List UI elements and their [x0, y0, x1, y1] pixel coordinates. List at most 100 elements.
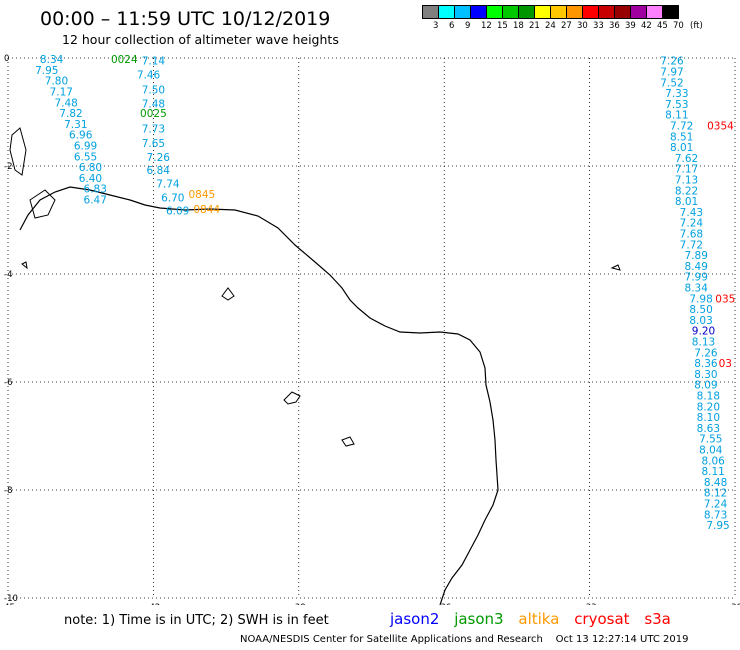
satellite-legend: jason2 jason3 altika cryosat s3a	[390, 610, 681, 628]
island-small-5	[21, 261, 28, 270]
colorbar-label: 3	[433, 21, 439, 31]
swh-value: 8.06	[701, 455, 725, 467]
swh-value: 7.95	[35, 65, 58, 77]
swh-value: 8.11	[701, 466, 724, 478]
colorbar-label: 33	[593, 21, 604, 31]
colorbar-label: 27	[561, 21, 572, 31]
swh-value: 7.26	[660, 56, 684, 68]
pass-time-label: 035	[715, 293, 735, 305]
colorbar-label: 70	[673, 21, 684, 31]
colorbar-label: 39	[625, 21, 636, 31]
colorbar-label: 9	[465, 21, 471, 31]
x-tick-label: -36	[437, 603, 451, 605]
legend-cryosat: cryosat	[574, 610, 630, 628]
swh-value: 7.46	[137, 70, 161, 82]
swh-value: 8.03	[689, 315, 712, 327]
swh-value: 7.26	[147, 152, 171, 164]
legend-s3a: s3a	[644, 610, 671, 628]
colorbar-label: 12	[481, 21, 492, 31]
swh-value: 6.09	[166, 205, 189, 217]
swh-value: 7.80	[45, 76, 68, 88]
swh-value: 8.20	[697, 401, 720, 413]
island-small-4	[610, 264, 621, 271]
brazil-coastline	[19, 186, 499, 605]
x-tick-label: -33	[583, 603, 597, 605]
swh-value: 7.33	[665, 88, 688, 100]
swh-value: 9.20	[692, 326, 715, 338]
swh-value: 8.13	[692, 337, 715, 349]
pass-time-label: 0845	[188, 189, 215, 201]
y-tick-label: -2	[4, 162, 12, 172]
x-tick-label: -39	[292, 603, 306, 605]
swh-value: 6.40	[79, 173, 102, 185]
swh-value: 7.24	[704, 499, 728, 511]
y-tick-label: -6	[4, 378, 12, 388]
pass-time-label: 0024	[111, 54, 138, 66]
swh-value: 7.48	[54, 97, 77, 109]
y-tick-label: -10	[4, 594, 18, 604]
map-subtitle: 12 hour collection of altimeter wave hei…	[62, 32, 339, 47]
swh-value: 8.11	[665, 110, 688, 122]
swh-value: 7.62	[675, 153, 698, 165]
coastal-islands	[29, 189, 56, 219]
colorbar-label: 36	[609, 21, 620, 31]
swh-value: 6.83	[84, 184, 107, 196]
swh-value: 7.95	[706, 520, 729, 532]
map-title: 00:00 – 11:59 UTC 10/12/2019	[40, 8, 331, 30]
colorbar-label: 18	[513, 21, 524, 31]
pass-time-label: 0354	[707, 121, 734, 133]
island-small-2	[283, 391, 301, 405]
swh-value: 8.34	[40, 54, 64, 66]
marajo-island	[9, 127, 27, 176]
swh-value: 6.84	[147, 165, 171, 177]
swh-value: 6.47	[84, 194, 107, 206]
swh-value: 7.14	[142, 56, 166, 68]
swh-value: 7.82	[59, 108, 82, 120]
colorbar-label: 6	[449, 21, 455, 31]
swh-value: 7.97	[660, 67, 683, 79]
swh-value: 7.73	[142, 124, 165, 136]
swh-value: 6.80	[79, 162, 102, 174]
pass-time-label: 03	[719, 358, 732, 370]
swh-value: 7.24	[680, 218, 704, 230]
swh-value: 7.48	[142, 98, 165, 110]
swh-value: 8.63	[697, 423, 720, 435]
swh-value: 7.74	[156, 178, 180, 190]
legend-altika: altika	[518, 610, 560, 628]
altimeter-map: -45-42-39-36-33-300-2-4-6-8-10 8.347.957…	[1, 54, 740, 605]
pass-time-labels: 0024 0025 0845 0844 0354 035 03	[111, 54, 735, 370]
y-tick-label: 0	[4, 54, 9, 64]
swh-value: 7.31	[64, 119, 87, 131]
colorbar-label: 30	[577, 21, 588, 31]
swh-value: 7.52	[660, 77, 683, 89]
footer-note: note: 1) Time is in UTC; 2) SWH is in fe…	[64, 613, 329, 628]
x-tick-label: -42	[146, 603, 160, 605]
swh-value: 7.99	[685, 272, 708, 284]
swh-value: 6.70	[161, 192, 184, 204]
swh-value: 8.36	[694, 358, 718, 370]
colorbar-swatch	[662, 5, 679, 19]
pass-time-label: 0025	[140, 108, 167, 120]
swh-value: 8.73	[704, 509, 727, 521]
swh-value: 8.30	[694, 369, 717, 381]
swh-value: 7.98	[689, 293, 712, 305]
swh-value: 7.68	[680, 229, 703, 241]
swh-value: 8.34	[685, 283, 709, 295]
pass-time-label: 0844	[193, 204, 220, 216]
swh-value: 6.99	[74, 140, 97, 152]
x-tick-label: -30	[728, 603, 740, 605]
swh-value: 8.12	[704, 488, 727, 500]
swh-value: 7.26	[694, 347, 718, 359]
swh-value: 7.13	[675, 175, 698, 187]
swh-value: 8.01	[670, 142, 693, 154]
swh-value: 7.89	[685, 250, 708, 262]
credit-line: NOAA/NESDIS Center for Satellite Applica…	[240, 634, 689, 645]
swh-value: 7.17	[675, 164, 698, 176]
wave-height-colorbar	[422, 5, 679, 19]
colorbar-label: 21	[529, 21, 540, 31]
swh-value: 6.55	[74, 151, 97, 163]
swh-value: 6.96	[69, 130, 93, 142]
colorbar-unit: (ft)	[690, 21, 703, 31]
swh-value: 8.10	[697, 412, 720, 424]
swh-value: 8.01	[675, 196, 698, 208]
